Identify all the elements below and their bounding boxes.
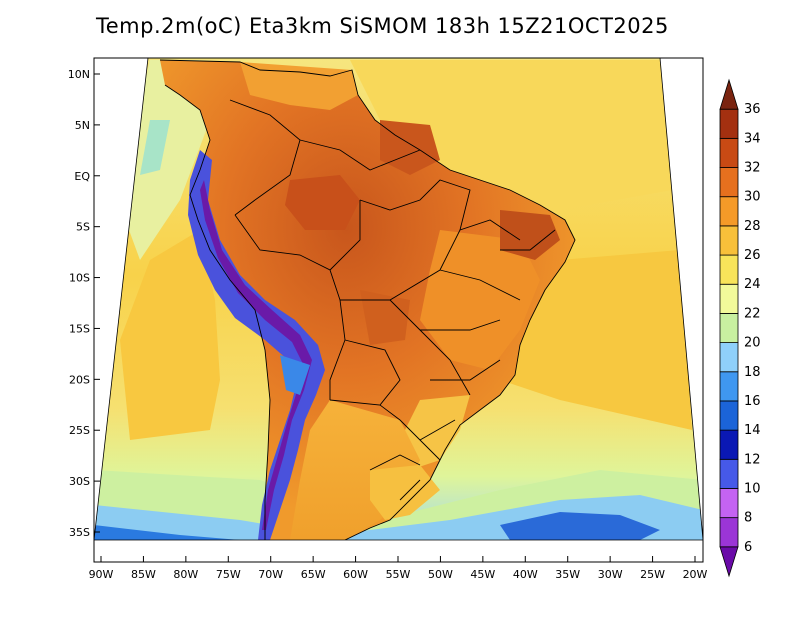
colorbar-swatch — [719, 429, 739, 460]
colorbar-arrow-high — [719, 78, 739, 110]
lon-label: 90W — [89, 568, 114, 581]
lat-label: 10N — [68, 68, 90, 81]
colorbar-label: 28 — [744, 219, 761, 234]
caribbean-coast-band — [240, 62, 358, 110]
lon-label: 40W — [513, 568, 538, 581]
lat-label: 5S — [76, 221, 90, 234]
hotspot-center — [360, 290, 410, 345]
lon-label: 50W — [428, 568, 453, 581]
hotspot-northeast — [500, 210, 560, 260]
colorbar-label: 32 — [744, 161, 761, 176]
colorbar-swatch — [719, 400, 739, 431]
map-domain — [94, 58, 703, 540]
southern-coldest-patch — [500, 512, 660, 540]
lon-axis: 90W 85W 80W 75W 70W 65W 60W 55W 50W 45W 40W 35W 30W 2… — [89, 556, 708, 581]
colorbar-swatch — [719, 458, 739, 489]
colorbar-swatch — [719, 225, 739, 256]
colorbar-label: 8 — [744, 511, 752, 526]
colorbar-arrow-low — [719, 546, 739, 578]
lon-label: 55W — [386, 568, 411, 581]
colorbar: 6 8 10 12 14 16 18 20 22 24 26 28 30 32 34 36 — [719, 78, 761, 578]
colorbar-swatch — [719, 313, 739, 343]
colorbar-swatch — [719, 371, 739, 402]
lon-label: 85W — [131, 568, 156, 581]
lon-label: 65W — [301, 568, 326, 581]
lon-label: 20W — [683, 568, 708, 581]
lat-label: 10S — [69, 272, 90, 285]
colorbar-label: 36 — [744, 102, 761, 117]
southwest-cold-patch — [94, 525, 240, 540]
brazil-plateau — [420, 230, 540, 370]
atlantic-subtropical-band — [500, 250, 692, 430]
lat-label: 15S — [69, 322, 90, 335]
lon-label: 45W — [470, 568, 495, 581]
lon-label: 80W — [173, 568, 198, 581]
borders — [159, 59, 576, 540]
colorbar-swatch — [719, 283, 739, 314]
pacific-warm-band — [120, 230, 220, 440]
lat-label: 25S — [69, 424, 90, 437]
colorbar-label: 10 — [744, 481, 761, 496]
lat-label: 5N — [75, 119, 90, 132]
colorbar-swatch — [719, 488, 739, 519]
colorbar-swatch — [719, 342, 739, 373]
colorbar-swatch — [719, 517, 739, 548]
lat-label: 30S — [69, 475, 90, 488]
colorbar-label: 26 — [744, 248, 761, 263]
lat-label: EQ — [74, 170, 90, 183]
colorbar-label: 14 — [744, 423, 761, 438]
lon-label: 60W — [343, 568, 368, 581]
colorbar-label: 6 — [744, 540, 752, 555]
colorbar-label: 16 — [744, 394, 761, 409]
hotspot-amazon-west — [285, 175, 360, 230]
colorbar-label: 12 — [744, 452, 761, 467]
lon-label: 75W — [216, 568, 241, 581]
hotspot-amazon-north — [380, 120, 440, 175]
lon-label: 25W — [640, 568, 665, 581]
lat-axis: 10N 5N EQ 5S 10S 15S 20S 25S 30S 35S — [68, 68, 100, 539]
pacific-cool-patch — [140, 120, 170, 175]
colorbar-label: 20 — [744, 336, 761, 351]
uruguay-region — [370, 465, 440, 520]
colorbar-label: 18 — [744, 365, 761, 380]
altiplano-patch — [280, 355, 310, 395]
colorbar-label: 22 — [744, 306, 761, 321]
andes-cold-ridge — [188, 150, 325, 540]
colorbar-label: 34 — [744, 131, 761, 146]
colorbar-swatch — [719, 108, 739, 139]
lat-label: 35S — [69, 526, 90, 539]
colorbar-label: 24 — [744, 277, 761, 292]
colorbar-swatch — [719, 167, 739, 198]
southeast-cooler — [400, 395, 470, 470]
colorbar-swatch — [719, 137, 739, 168]
colorbar-swatch — [719, 254, 739, 285]
lon-label: 70W — [258, 568, 283, 581]
map-title: Temp.2m(oC) Eta3km SiSMOM 183h 15Z21OCT2… — [96, 14, 669, 38]
lon-label: 35W — [555, 568, 580, 581]
colorbar-swatch — [719, 196, 739, 227]
colorbar-label: 30 — [744, 190, 761, 205]
andes-coldest-core — [200, 180, 312, 530]
lon-label: 30W — [598, 568, 623, 581]
lat-label: 20S — [69, 373, 90, 386]
